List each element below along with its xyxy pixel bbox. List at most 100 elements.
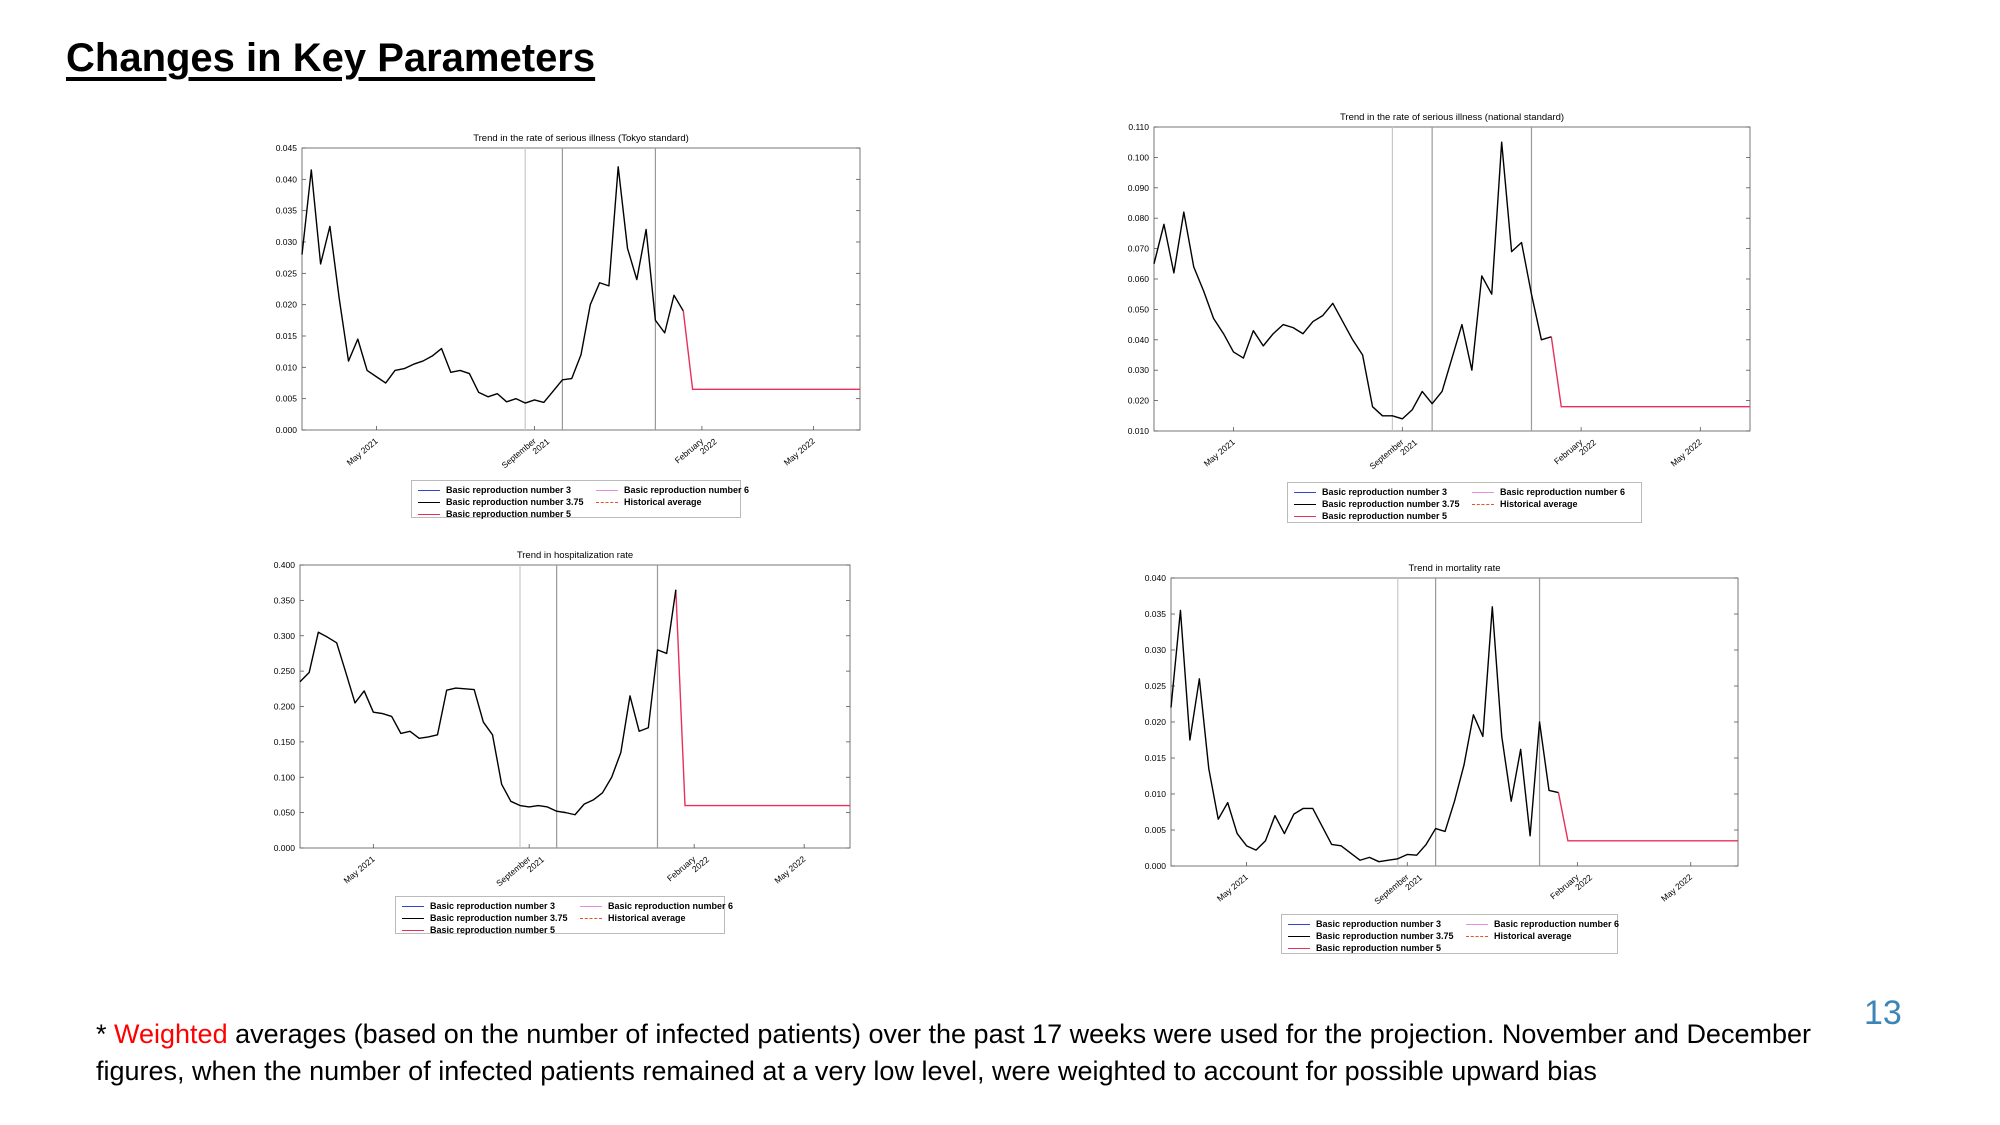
y-tick-label: 0.100	[1128, 152, 1150, 162]
plot-frame	[1153, 126, 1751, 432]
y-tick-label: 0.060	[1128, 274, 1150, 284]
legend-entry: Basic reproduction number 3	[402, 901, 580, 911]
legend-chart-1: Basic reproduction number 3 Basic reprodu…	[411, 480, 749, 519]
legend-label: Basic reproduction number 6	[1494, 919, 1620, 929]
x-tick-label: May 2021	[345, 436, 380, 468]
y-tick-label: 0.010	[276, 362, 298, 372]
series-actual	[301, 166, 684, 404]
plot-frame	[1170, 577, 1739, 867]
y-tick-label: 0.015	[1145, 753, 1167, 763]
y-tick-label: 0.030	[276, 237, 298, 247]
x-tick-label: May 2021	[1202, 437, 1237, 469]
legend-swatch	[580, 917, 602, 919]
legend-label: Basic reproduction number 5	[430, 925, 556, 935]
legend-entry: Basic reproduction number 6	[580, 901, 740, 911]
legend-entry: Basic reproduction number 3.75	[402, 913, 580, 923]
y-tick-label: 0.025	[1145, 681, 1167, 691]
legend-label: Basic reproduction number 3	[446, 485, 572, 495]
y-tick-label: 0.400	[274, 560, 296, 570]
legend-swatch	[596, 489, 618, 491]
chart-title: Trend in the rate of serious illness (To…	[473, 133, 689, 144]
legend-swatch	[1466, 923, 1488, 925]
x-tick-label: May 2021	[1215, 872, 1250, 904]
plot-frame	[299, 564, 851, 849]
series-projection	[682, 310, 860, 390]
y-tick-label: 0.070	[1128, 244, 1150, 254]
y-tick-label: 0.100	[274, 772, 296, 782]
y-tick-label: 0.010	[1128, 426, 1150, 436]
legend-entry: Basic reproduction number 5	[1294, 511, 1472, 521]
legend-label: Historical average	[1494, 931, 1572, 941]
x-tick-label: May 2022	[772, 854, 807, 886]
legend-swatch	[402, 929, 424, 931]
legend-entry: Basic reproduction number 3	[418, 485, 596, 495]
legend-label: Basic reproduction number 3	[1322, 487, 1448, 497]
x-tick-label: May 2022	[1659, 872, 1694, 904]
y-tick-label: 0.005	[1145, 825, 1167, 835]
y-tick-label: 0.040	[1128, 335, 1150, 345]
legend-label: Historical average	[1500, 499, 1578, 509]
series-actual	[1170, 606, 1559, 863]
legend-entry: Basic reproduction number 5	[402, 925, 580, 935]
legend-swatch	[402, 917, 424, 919]
legend-entry: Basic reproduction number 3	[1288, 919, 1466, 929]
legend-label: Basic reproduction number 5	[1322, 511, 1448, 521]
legend-label: Basic reproduction number 5	[1316, 943, 1442, 953]
y-tick-label: 0.000	[276, 425, 298, 435]
legend-entry: Basic reproduction number 6	[1472, 487, 1632, 497]
legend-chart-4: Basic reproduction number 3 Basic reprodu…	[1281, 914, 1620, 954]
legend-label: Historical average	[608, 913, 686, 923]
legend-entry: Historical average	[580, 913, 740, 923]
legend-entry: Basic reproduction number 5	[1288, 943, 1466, 953]
legend-swatch	[418, 513, 440, 515]
x-tick-label: May 2022	[1669, 437, 1704, 469]
legend-label: Basic reproduction number 3.75	[1322, 499, 1460, 509]
y-tick-label: 0.020	[276, 300, 298, 310]
y-tick-label: 0.005	[276, 394, 298, 404]
legend-label: Basic reproduction number 3.75	[1316, 931, 1454, 941]
y-tick-label: 0.350	[274, 595, 296, 605]
legend-swatch	[418, 489, 440, 491]
legend-swatch	[402, 905, 424, 907]
y-tick-label: 0.035	[1145, 609, 1167, 619]
footnote: * Weighted averages (based on the number…	[96, 1016, 1896, 1090]
y-tick-label: 0.000	[1145, 861, 1167, 871]
legend-entry: Basic reproduction number 3.75	[1288, 931, 1466, 941]
page-title: Changes in Key Parameters	[66, 36, 596, 80]
x-tick-label: September2021	[494, 847, 546, 895]
series-projection	[1550, 336, 1750, 408]
y-tick-label: 0.030	[1145, 645, 1167, 655]
chart-title: Trend in the rate of serious illness (na…	[1340, 112, 1564, 123]
legend-label: Basic reproduction number 3	[430, 901, 556, 911]
legend-swatch	[1472, 503, 1494, 505]
series-actual	[299, 589, 677, 816]
legend-label: Basic reproduction number 3	[1316, 919, 1442, 929]
y-tick-label: 0.050	[1128, 304, 1150, 314]
legend-swatch	[580, 905, 602, 907]
x-tick-label: September2021	[499, 429, 551, 477]
page-number: 13	[1864, 994, 1902, 1032]
legend-label: Basic reproduction number 6	[608, 901, 734, 911]
legend-entry: Basic reproduction number 5	[418, 509, 596, 519]
y-tick-label: 0.000	[274, 843, 296, 853]
y-tick-label: 0.040	[1145, 573, 1167, 583]
y-tick-label: 0.045	[276, 143, 298, 153]
legend-label: Basic reproduction number 3.75	[430, 913, 568, 923]
y-tick-label: 0.110	[1128, 122, 1149, 132]
series-projection	[675, 589, 850, 807]
y-tick-label: 0.035	[276, 206, 298, 216]
legend-swatch	[1294, 503, 1316, 505]
x-tick-label: February2022	[665, 847, 711, 890]
legend-entry: Basic reproduction number 3.75	[1294, 499, 1472, 509]
legend-entry: Historical average	[1466, 931, 1626, 941]
y-tick-label: 0.080	[1128, 213, 1150, 223]
y-tick-label: 0.300	[274, 631, 296, 641]
legend-label: Basic reproduction number 6	[1500, 487, 1626, 497]
x-tick-label: September2021	[1372, 865, 1424, 913]
y-tick-label: 0.020	[1145, 717, 1167, 727]
y-tick-label: 0.010	[1145, 789, 1167, 799]
legend-label: Basic reproduction number 6	[624, 485, 750, 495]
